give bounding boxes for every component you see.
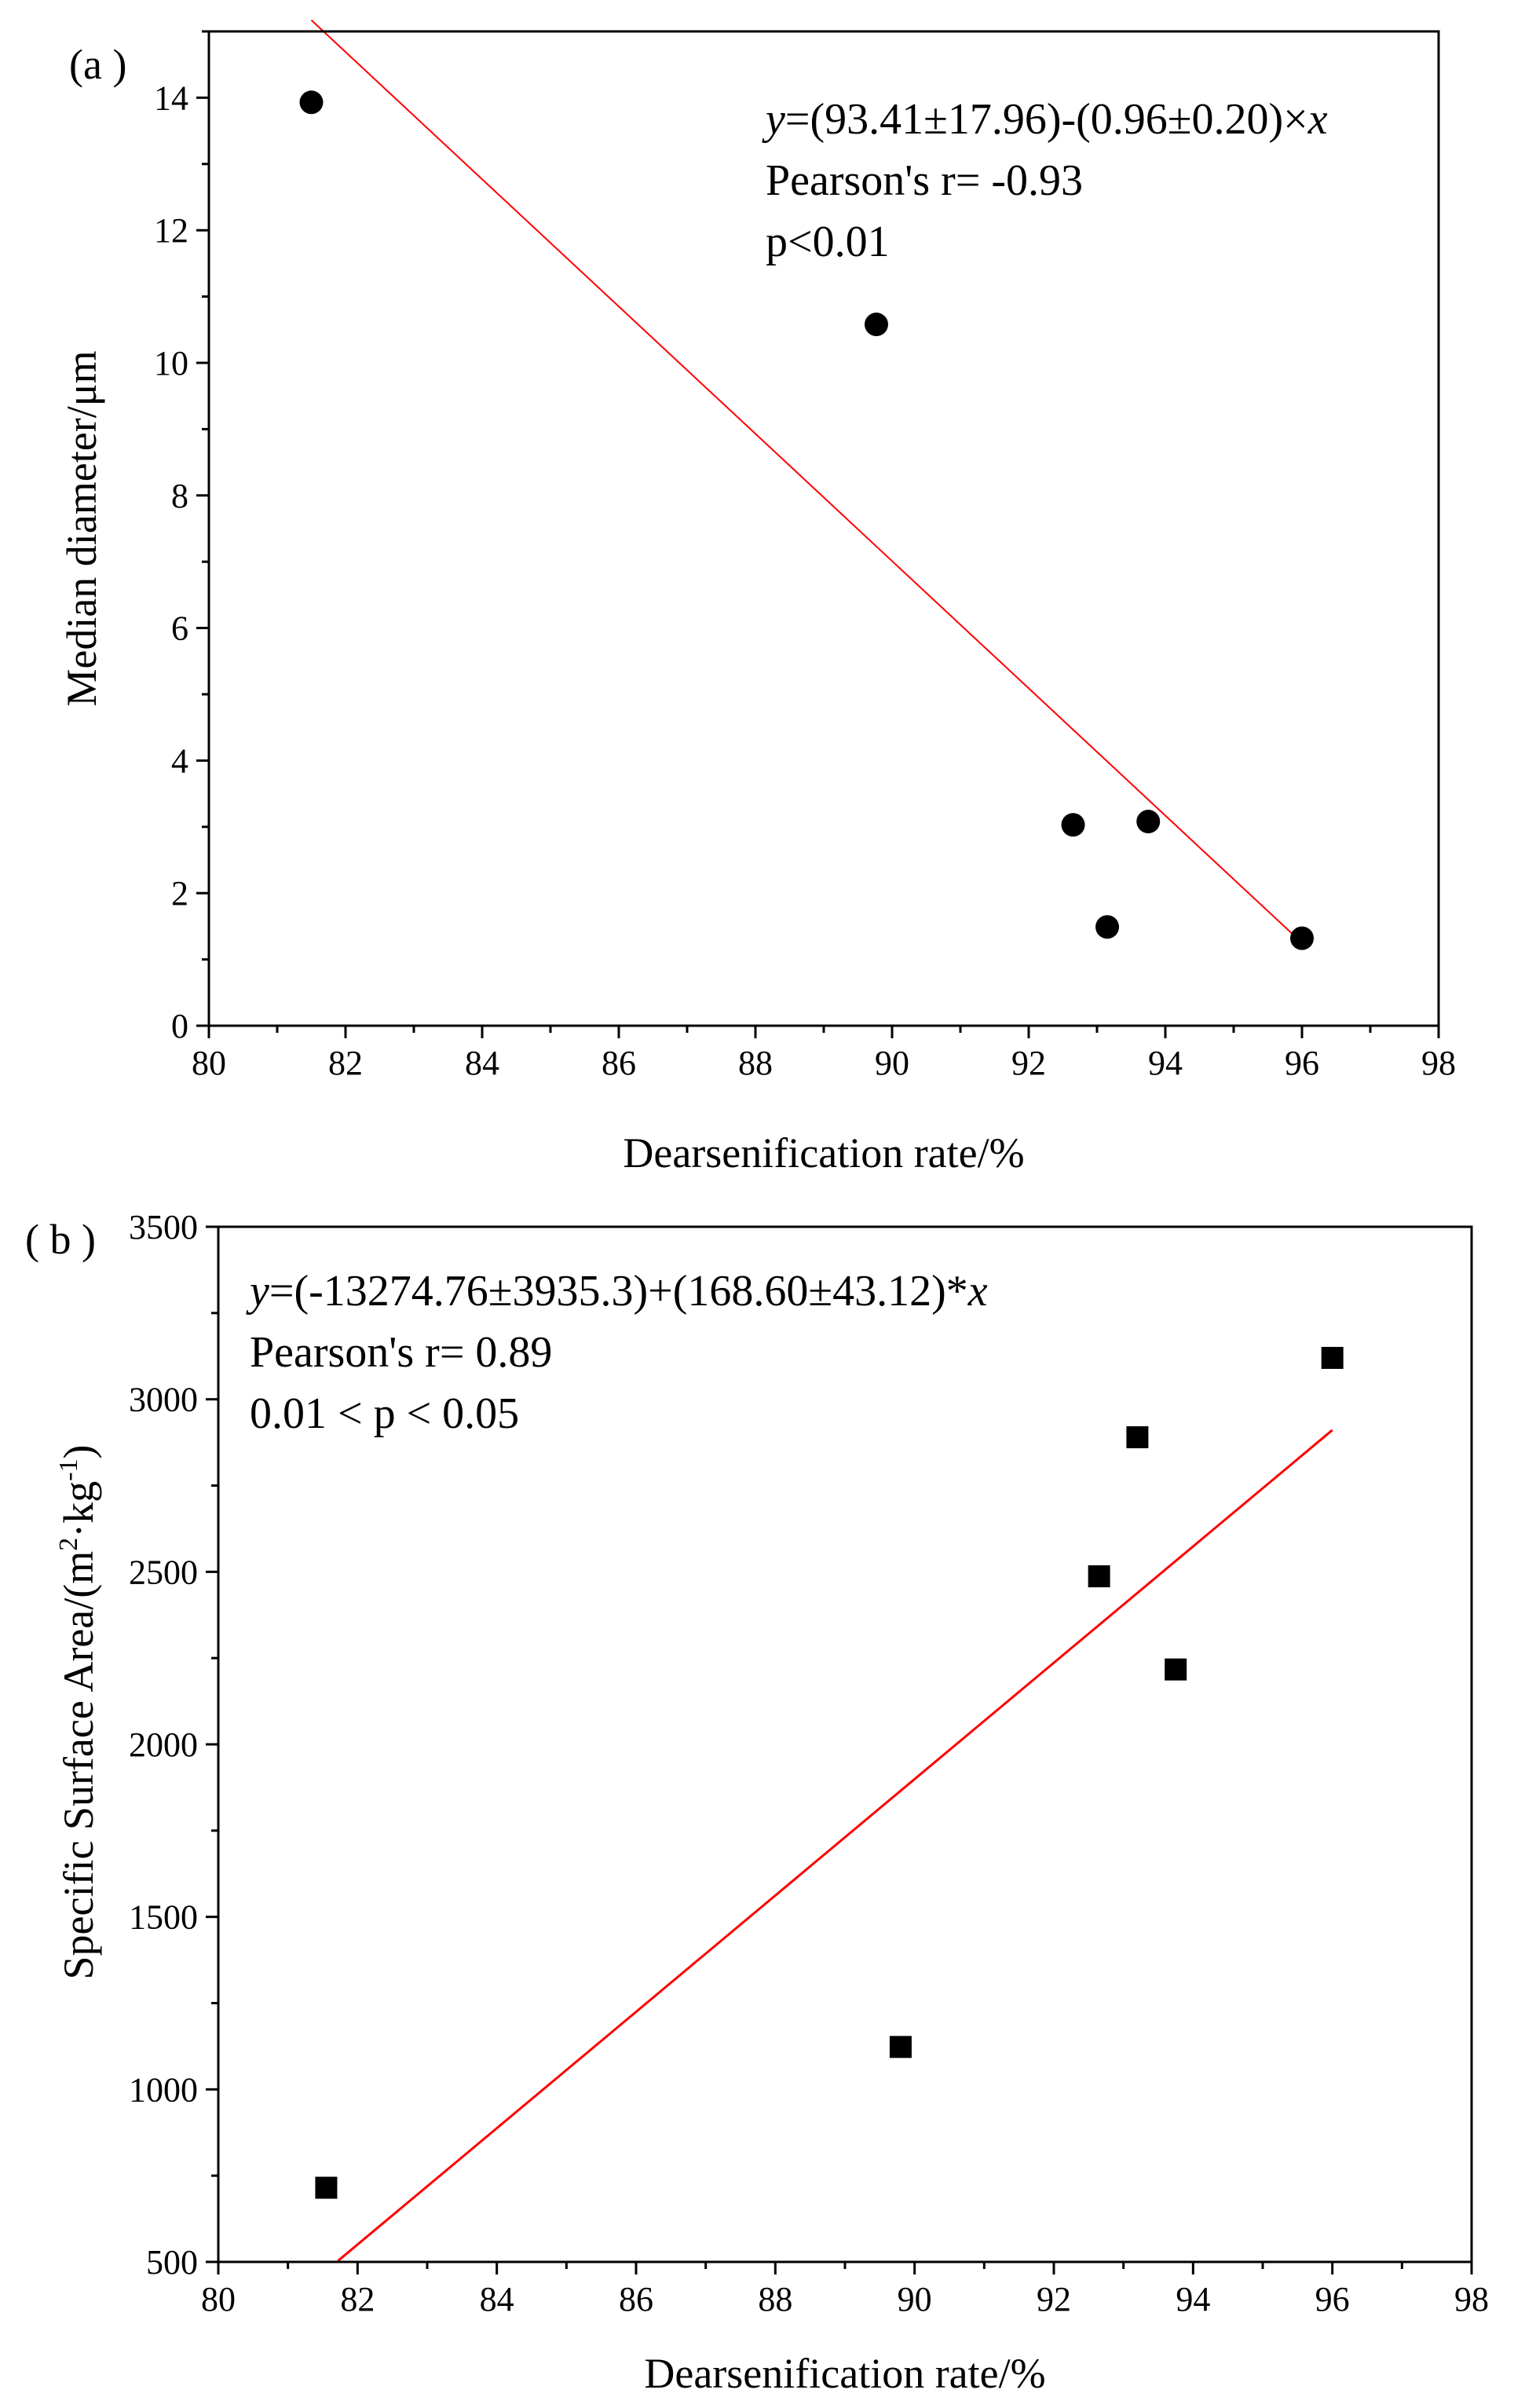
- x-tick-label: 98: [1421, 1044, 1456, 1082]
- data-point: [1126, 1425, 1149, 1448]
- y-tick-label: 3500: [129, 1208, 198, 1246]
- x-tick-label: 94: [1148, 1044, 1183, 1082]
- data-point: [1088, 1565, 1110, 1588]
- x-tick-label: 92: [1011, 1044, 1046, 1082]
- x-tick-label: 90: [898, 2280, 932, 2318]
- data-point: [889, 2036, 912, 2059]
- x-tick-label: 88: [758, 2280, 792, 2318]
- x-tick-label: 86: [619, 2280, 653, 2318]
- data-point: [1290, 926, 1314, 950]
- y-tick-label: 1500: [129, 1898, 198, 1937]
- x-axis-title-b: Dearsenification rate/%: [644, 2350, 1045, 2397]
- y-tick-label: 2: [171, 874, 188, 913]
- pearson-b: Pearson's r= 0.89: [250, 1328, 552, 1377]
- x-tick-label: 96: [1315, 2280, 1350, 2318]
- y-tick-label: 2000: [129, 1725, 198, 1764]
- data-point: [1165, 1658, 1187, 1681]
- data-points-b: [315, 1346, 1344, 2199]
- p-value-a: p<0.01: [766, 218, 890, 266]
- data-points-a: [299, 90, 1314, 950]
- x-tick-label: 82: [340, 2280, 375, 2318]
- y-tick-label: 8: [171, 477, 188, 515]
- axis-ticks-a: 80 82 84 86 88 90 92 94 96 98 0 2 4 6 8 10 12 14: [154, 30, 1456, 1082]
- x-tick-label: 88: [738, 1044, 773, 1082]
- data-point: [1095, 915, 1120, 939]
- y-tick-label: 0: [171, 1007, 188, 1045]
- data-point: [864, 313, 888, 337]
- plot-frame-b: [217, 1225, 1473, 2263]
- pearson-a: Pearson's r= -0.93: [766, 156, 1083, 205]
- plot-frame-a: [207, 30, 1440, 1027]
- p-value-b: 0.01 < p < 0.05: [250, 1389, 519, 1438]
- y-tick-label: 10: [154, 344, 188, 382]
- y-tick-label: 4: [171, 741, 188, 780]
- panel-b-label: ( b ): [25, 1216, 96, 1263]
- panel-a: (a ) 80 82 84 86 88 90 92 94 96 98 0 2 4 6 8 10 12 14 y=(…: [58, 19, 1456, 1177]
- x-tick-label: 86: [602, 1044, 636, 1082]
- data-point: [1321, 1346, 1344, 1369]
- x-tick-label: 84: [480, 2280, 514, 2318]
- x-tick-label: 82: [328, 1044, 363, 1082]
- regression-line-b: [337, 1429, 1333, 2262]
- x-tick-label: 94: [1176, 2280, 1210, 2318]
- y-tick-label: 1000: [129, 2070, 198, 2109]
- y-tick-label: 500: [146, 2243, 198, 2282]
- y-tick-label: 2500: [129, 1553, 198, 1591]
- data-point: [315, 2176, 338, 2199]
- data-point: [1061, 813, 1085, 837]
- axis-ticks-b: 80 82 84 86 88 90 92 94 96 98 500 1000 1500 2000 2500 3…: [129, 1208, 1489, 2318]
- x-tick-label: 84: [465, 1044, 499, 1082]
- y-axis-title-b: Specific Surface Area/(m2·kg-1): [54, 1444, 102, 1979]
- y-tick-label: 12: [154, 211, 188, 250]
- x-axis-title-a: Dearsenification rate/%: [623, 1129, 1024, 1177]
- data-point: [299, 90, 324, 115]
- panel-a-label: (a ): [69, 41, 126, 88]
- x-tick-label: 80: [192, 1044, 226, 1082]
- x-tick-label: 98: [1454, 2280, 1489, 2318]
- y-tick-label: 6: [171, 609, 188, 648]
- y-axis-title-a: Median diameter/μm: [58, 350, 105, 706]
- regression-line-a: [310, 19, 1303, 944]
- x-tick-label: 96: [1285, 1044, 1319, 1082]
- equation-a: y=(93.41±17.96)-(0.96±0.20)×x: [762, 95, 1328, 144]
- data-point: [1136, 810, 1161, 834]
- x-tick-label: 80: [201, 2280, 236, 2318]
- x-tick-label: 90: [875, 1044, 909, 1082]
- y-tick-label: 3000: [129, 1381, 198, 1419]
- equation-b: y=(-13274.76±3935.3)+(168.60±43.12)*x: [246, 1267, 988, 1316]
- panel-b: ( b ) 80 82 84 86 88 90 92 94 96 98 500 1000 1500 200…: [25, 1208, 1489, 2397]
- y-tick-label: 14: [154, 79, 188, 117]
- x-tick-label: 92: [1037, 2280, 1071, 2318]
